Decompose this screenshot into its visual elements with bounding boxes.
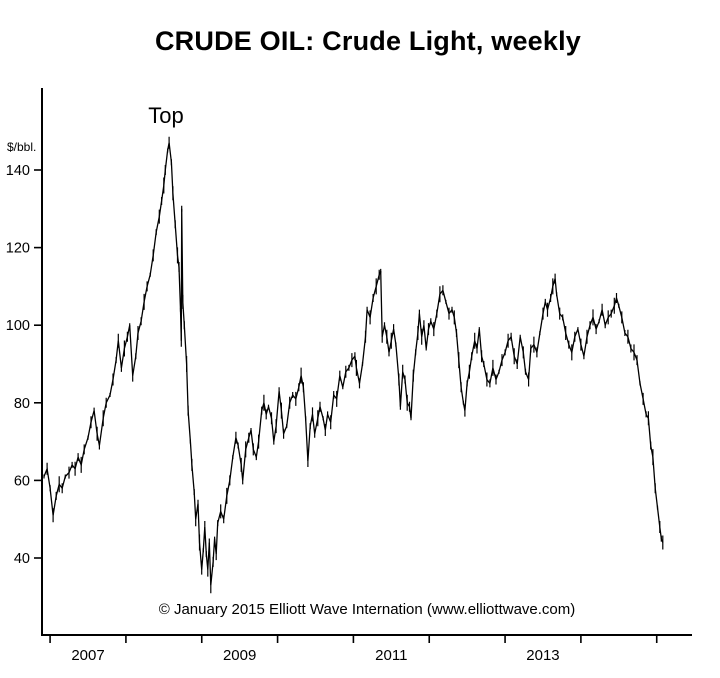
- axis-line: [41, 88, 692, 636]
- price-series-bars: [43, 136, 664, 594]
- y-tick-label: 140: [6, 163, 30, 179]
- y-tick-label: 40: [14, 551, 30, 567]
- y-tick-label: 120: [6, 241, 30, 257]
- x-tick-label: 2011: [375, 647, 407, 664]
- y-tick-label: 60: [14, 473, 30, 489]
- copyright-note: © January 2015 Elliott Wave Internation …: [158, 601, 576, 618]
- x-tick-label: 2009: [223, 647, 256, 664]
- y-tick-label: 80: [14, 396, 30, 412]
- x-tick-label: 2013: [526, 647, 559, 664]
- y-tick-label: 100: [6, 318, 30, 334]
- x-tick-label: 2007: [71, 647, 104, 664]
- price-series-line: [43, 142, 664, 586]
- top-annotation: Top: [148, 103, 184, 128]
- y-axis-unit-label: $/bbl.: [7, 140, 37, 154]
- chart-title: CRUDE OIL: Crude Light, weekly: [154, 26, 582, 56]
